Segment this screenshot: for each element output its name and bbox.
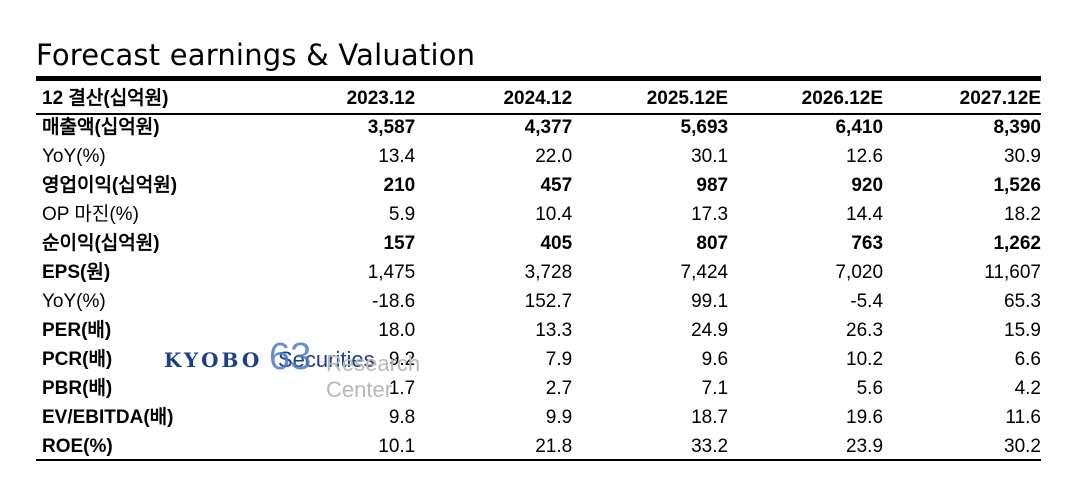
header-label: 12 결산(십억원) (42, 88, 169, 109)
row-value: 18.2 (1004, 204, 1041, 225)
row-value: 7.1 (701, 378, 729, 399)
row-label: ROE(%) (42, 436, 113, 457)
page-title: Forecast earnings & Valuation (36, 38, 476, 72)
row-value: 1,475 (367, 262, 416, 283)
row-value: 1,526 (993, 175, 1041, 196)
table-row: YoY(%) 13.4 22.0 30.1 12.6 30.9 (36, 142, 1041, 171)
table-row: PCR(배) 9.2 7.9 9.6 10.2 6.6 (36, 345, 1041, 374)
header-row: 12 결산(십억원) 2023.12 2024.12 2025.12E 2026… (36, 84, 1041, 113)
row-value: 5.6 (856, 378, 884, 399)
row-value: 24.9 (691, 320, 729, 341)
row-label: 순이익(십억원) (42, 233, 160, 254)
row-value: 13.3 (535, 320, 573, 341)
row-label: EV/EBITDA(배) (42, 407, 174, 428)
row-value: 33.2 (691, 436, 729, 457)
row-value: 920 (851, 175, 884, 196)
bottom-rule (36, 459, 1041, 461)
row-value: 4,377 (524, 117, 573, 138)
row-value: 1.7 (388, 378, 416, 399)
row-label: PCR(배) (42, 349, 113, 370)
forecast-table: 12 결산(십억원) 2023.12 2024.12 2025.12E 2026… (36, 84, 1041, 461)
table-row: 순이익(십억원) 157 405 807 763 1,262 (36, 229, 1041, 258)
row-value: 152.7 (524, 291, 573, 312)
table-row: OP 마진(%) 5.9 10.4 17.3 14.4 18.2 (36, 200, 1041, 229)
table-row: PBR(배) 1.7 2.7 7.1 5.6 4.2 (36, 374, 1041, 403)
row-value: 10.4 (535, 204, 573, 225)
row-value: -18.6 (371, 291, 416, 312)
table-row: EPS(원) 1,475 3,728 7,424 7,020 11,607 (36, 258, 1041, 287)
row-label: YoY(%) (42, 146, 106, 167)
row-value: 99.1 (691, 291, 729, 312)
row-value: 210 (383, 175, 416, 196)
row-value: 10.1 (378, 436, 416, 457)
row-value: 457 (540, 175, 573, 196)
row-value: -5.4 (850, 291, 884, 312)
row-label: 영업이익(십억원) (42, 175, 178, 196)
row-value: 9.8 (388, 407, 416, 428)
row-label: PER(배) (42, 320, 112, 341)
table-row: YoY(%) -18.6 152.7 99.1 -5.4 65.3 (36, 287, 1041, 316)
row-value: 14.4 (846, 204, 884, 225)
row-value: 30.9 (1004, 146, 1041, 167)
row-value: 30.1 (691, 146, 729, 167)
table-row: EV/EBITDA(배) 9.8 9.9 18.7 19.6 11.6 (36, 403, 1041, 432)
header-year: 2024.12 (503, 88, 573, 109)
row-value: 763 (851, 233, 884, 254)
row-value: 4.2 (1014, 378, 1041, 399)
row-value: 6,410 (835, 117, 884, 138)
row-value: 18.0 (378, 320, 416, 341)
row-value: 26.3 (846, 320, 884, 341)
row-value: 9.2 (388, 349, 416, 370)
row-value: 10.2 (846, 349, 884, 370)
row-label: YoY(%) (42, 291, 106, 312)
top-rule (36, 76, 1041, 81)
table-row: 매출액(십억원) 3,587 4,377 5,693 6,410 8,390 (36, 113, 1041, 142)
row-value: 11,607 (984, 262, 1041, 283)
row-label: OP 마진(%) (42, 204, 139, 225)
row-value: 987 (696, 175, 729, 196)
row-value: 9.9 (545, 407, 573, 428)
row-value: 7,424 (680, 262, 729, 283)
header-year: 2026.12E (801, 88, 884, 109)
row-value: 65.3 (1004, 291, 1041, 312)
header-year: 2025.12E (646, 88, 729, 109)
row-value: 1,262 (993, 233, 1041, 254)
row-label: EPS(원) (42, 262, 111, 283)
row-value: 807 (696, 233, 729, 254)
header-rule (36, 113, 1041, 115)
row-value: 3,728 (524, 262, 573, 283)
row-label: PBR(배) (42, 378, 113, 399)
row-value: 19.6 (846, 407, 884, 428)
row-value: 5,693 (680, 117, 729, 138)
row-value: 12.6 (846, 146, 884, 167)
row-value: 11.6 (1005, 407, 1041, 428)
row-value: 3,587 (367, 117, 416, 138)
row-value: 15.9 (1004, 320, 1041, 341)
row-value: 405 (540, 233, 573, 254)
row-value: 6.6 (1014, 349, 1041, 370)
row-value: 13.4 (378, 146, 416, 167)
header-year: 2027.12E (959, 88, 1041, 109)
row-value: 23.9 (846, 436, 884, 457)
row-value: 8,390 (993, 117, 1041, 138)
table-row: PER(배) 18.0 13.3 24.9 26.3 15.9 (36, 316, 1041, 345)
table-row: 영업이익(십억원) 210 457 987 920 1,526 (36, 171, 1041, 200)
header-year: 2023.12 (346, 88, 416, 109)
row-label: 매출액(십억원) (42, 117, 160, 138)
row-value: 157 (383, 233, 416, 254)
row-value: 9.6 (701, 349, 729, 370)
row-value: 7,020 (835, 262, 884, 283)
row-value: 17.3 (691, 204, 729, 225)
row-value: 21.8 (535, 436, 573, 457)
row-value: 30.2 (1004, 436, 1041, 457)
row-value: 22.0 (535, 146, 573, 167)
table-row: ROE(%) 10.1 21.8 33.2 23.9 30.2 (36, 432, 1041, 461)
row-value: 5.9 (388, 204, 416, 225)
row-value: 18.7 (691, 407, 729, 428)
row-value: 7.9 (545, 349, 573, 370)
row-value: 2.7 (545, 378, 573, 399)
